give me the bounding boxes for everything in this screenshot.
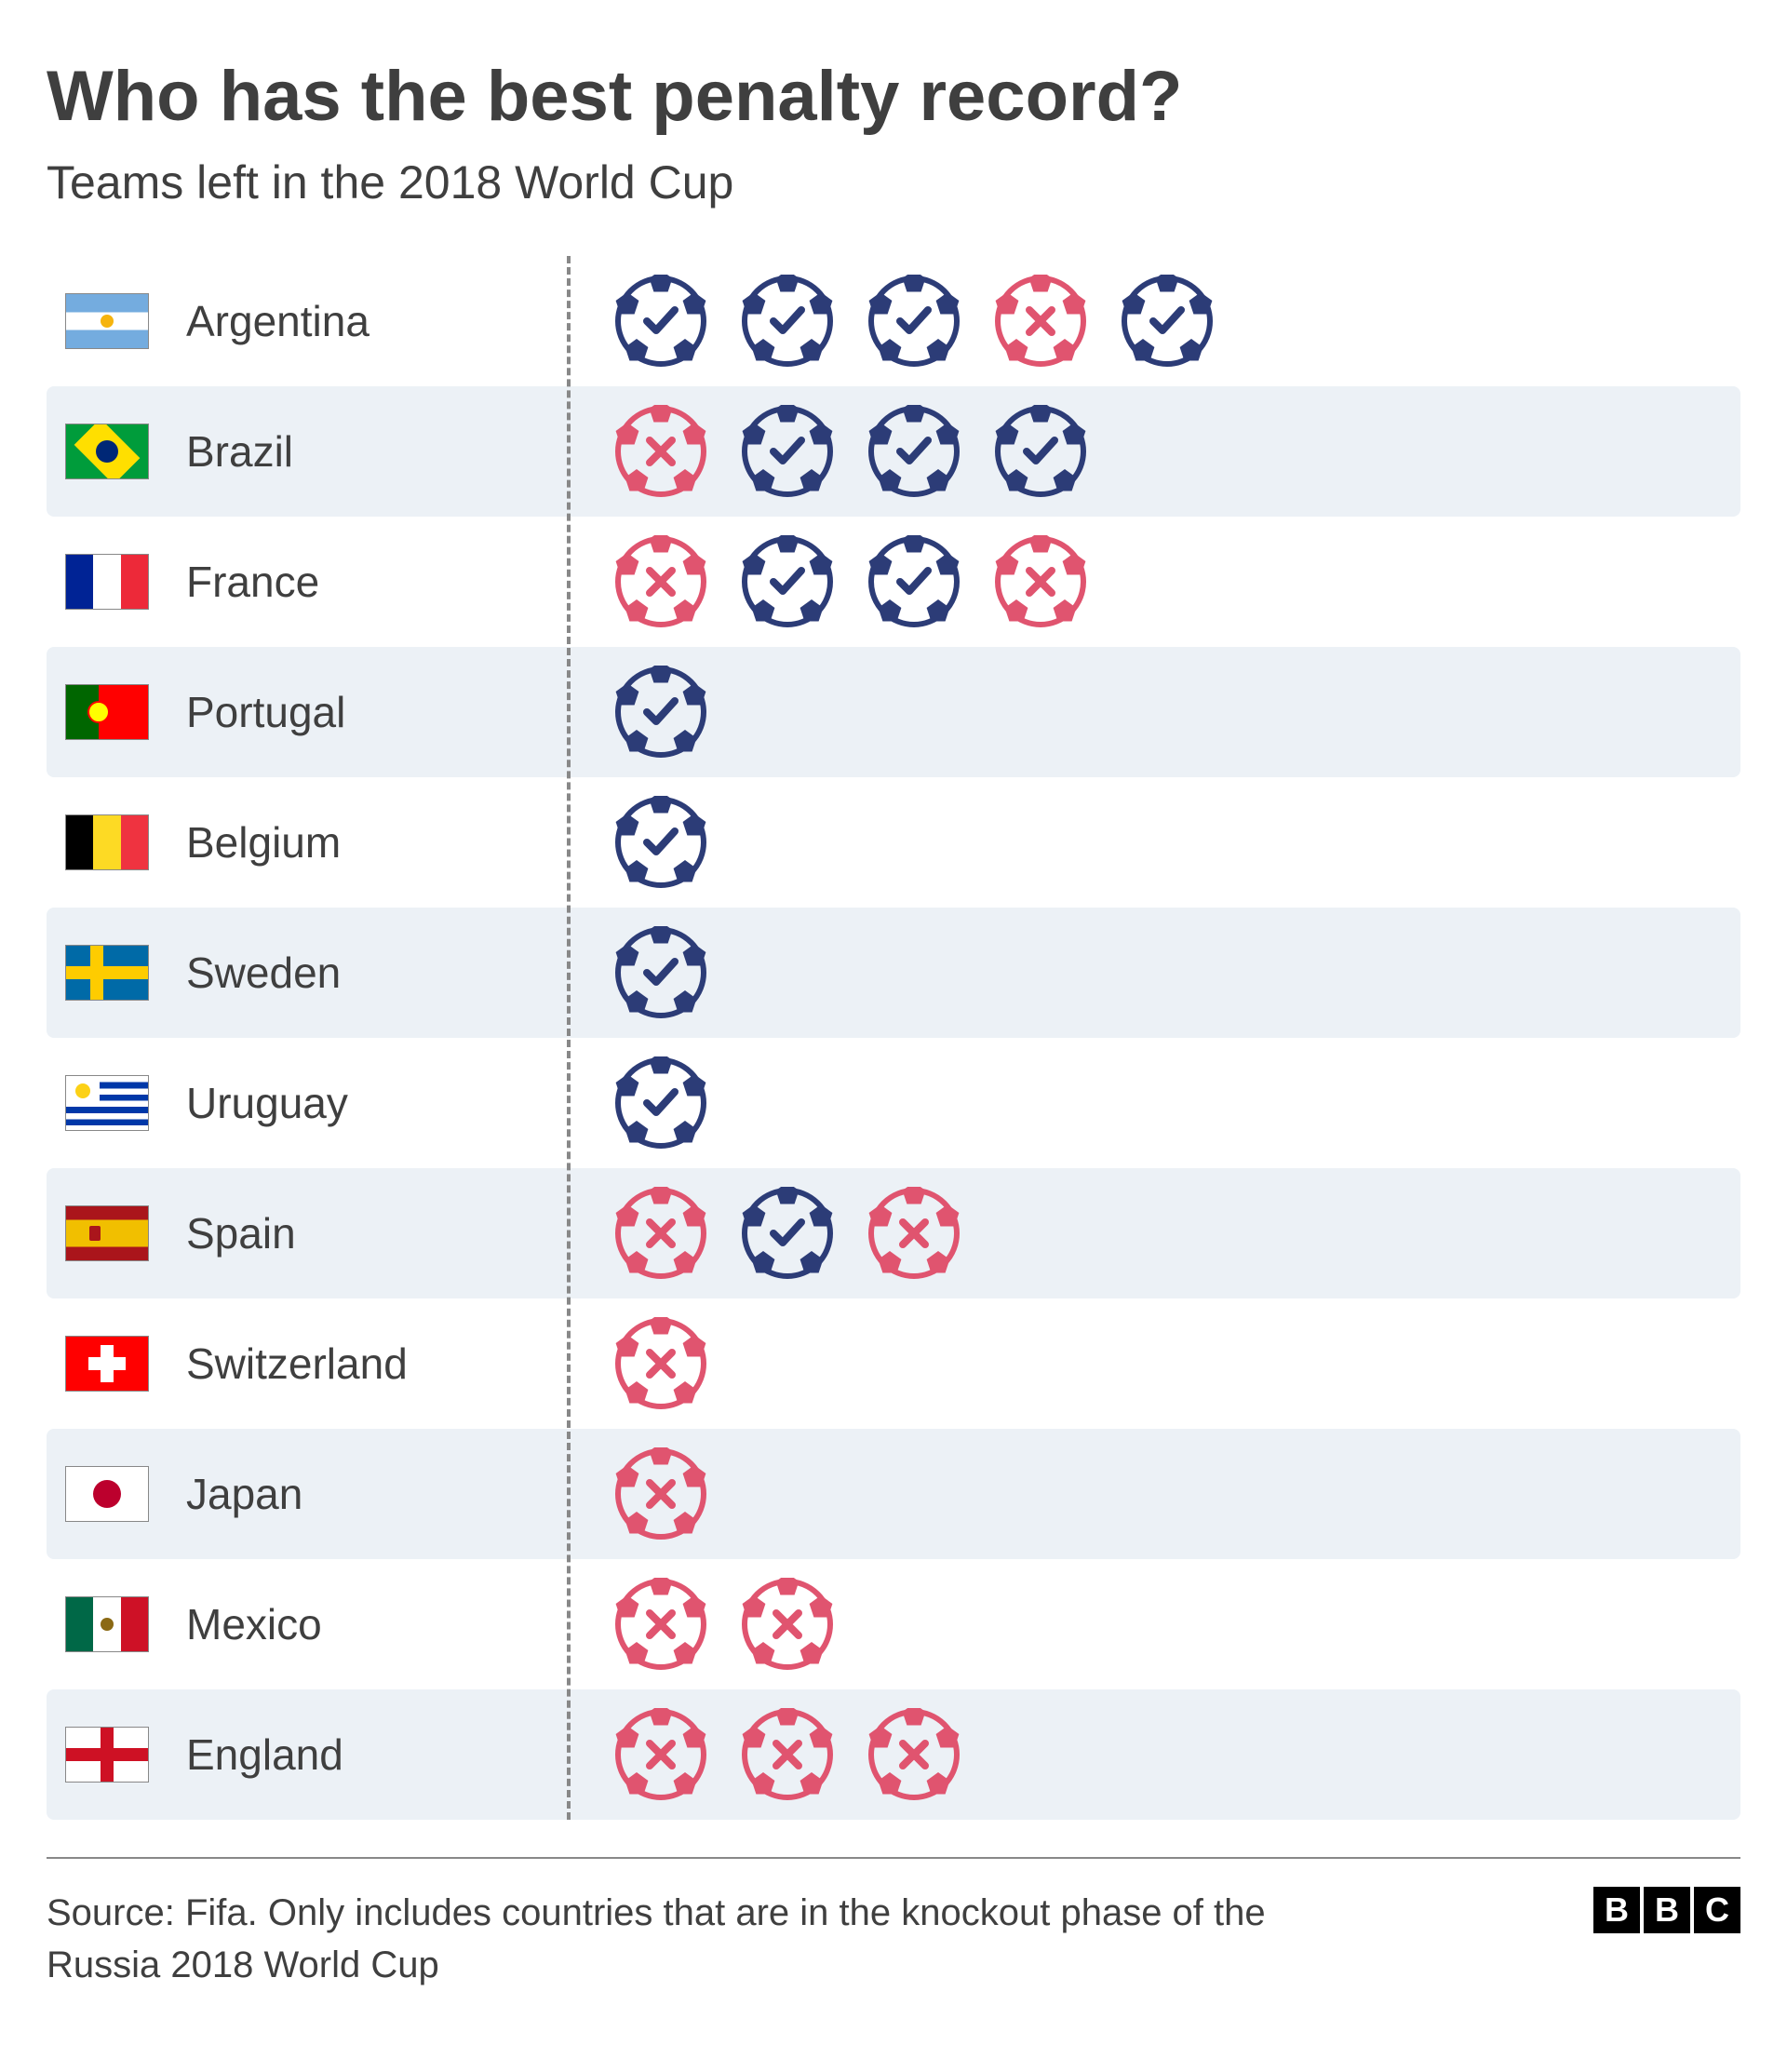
- flag-icon-sweden: [65, 945, 149, 1001]
- bbc-logo-letter: B: [1644, 1887, 1690, 1933]
- results-icons: [614, 796, 707, 889]
- chart-title: Who has the best penalty record?: [47, 56, 1740, 137]
- team-row: Spain: [47, 1168, 1740, 1298]
- results-icons: [614, 1317, 707, 1410]
- source-text: Source: Fifa. Only includes countries th…: [47, 1887, 1350, 1991]
- penalty-loss-icon: [614, 1708, 707, 1801]
- penalty-win-icon: [741, 535, 834, 628]
- team-name: Argentina: [186, 296, 558, 346]
- bbc-logo-letter: C: [1694, 1887, 1740, 1933]
- bbc-logo-letter: B: [1593, 1887, 1640, 1933]
- penalty-win-icon: [614, 1056, 707, 1150]
- penalty-win-icon: [867, 535, 961, 628]
- penalty-loss-icon: [614, 535, 707, 628]
- flag-icon-switzerland: [65, 1336, 149, 1392]
- flag-icon-uruguay: [65, 1075, 149, 1131]
- team-row: Uruguay: [47, 1038, 1740, 1168]
- penalty-loss-icon: [994, 275, 1087, 368]
- results-icons: [614, 1578, 834, 1671]
- team-row: France: [47, 517, 1740, 647]
- penalty-win-icon: [741, 275, 834, 368]
- flag-icon-portugal: [65, 684, 149, 740]
- results-icons: [614, 1056, 707, 1150]
- penalty-loss-icon: [741, 1578, 834, 1671]
- results-icons: [614, 1187, 961, 1280]
- penalty-win-icon: [994, 405, 1087, 498]
- team-row: Belgium: [47, 777, 1740, 908]
- penalty-loss-icon: [867, 1708, 961, 1801]
- penalty-win-icon: [1121, 275, 1214, 368]
- penalty-win-icon: [614, 796, 707, 889]
- team-name: Spain: [186, 1208, 558, 1258]
- results-icons: [614, 1447, 707, 1541]
- flag-icon-spain: [65, 1205, 149, 1261]
- chart-footer: Source: Fifa. Only includes countries th…: [47, 1857, 1740, 1991]
- penalty-win-icon: [614, 666, 707, 759]
- chart-subtitle: Teams left in the 2018 World Cup: [47, 155, 1740, 209]
- team-name: Brazil: [186, 426, 558, 477]
- flag-icon-argentina: [65, 293, 149, 349]
- team-name: England: [186, 1729, 558, 1780]
- team-name: Portugal: [186, 687, 558, 737]
- flag-icon-mexico: [65, 1596, 149, 1652]
- flag-icon-belgium: [65, 814, 149, 870]
- team-row: Argentina: [47, 256, 1740, 386]
- bbc-logo: B B C: [1593, 1887, 1740, 1933]
- team-name: Switzerland: [186, 1339, 558, 1389]
- team-name: Belgium: [186, 817, 558, 868]
- flag-icon-france: [65, 554, 149, 610]
- penalty-loss-icon: [614, 1447, 707, 1541]
- results-icons: [614, 405, 1087, 498]
- team-row: Mexico: [47, 1559, 1740, 1689]
- penalty-loss-icon: [614, 1578, 707, 1671]
- team-name: Japan: [186, 1469, 558, 1519]
- results-icons: [614, 926, 707, 1019]
- flag-icon-brazil: [65, 424, 149, 479]
- penalty-loss-icon: [994, 535, 1087, 628]
- team-row: Brazil: [47, 386, 1740, 517]
- penalty-win-icon: [614, 926, 707, 1019]
- team-row: England: [47, 1689, 1740, 1820]
- penalty-win-icon: [867, 275, 961, 368]
- chart-container: Who has the best penalty record? Teams l…: [0, 0, 1787, 2028]
- penalty-win-icon: [741, 1187, 834, 1280]
- team-row: Switzerland: [47, 1298, 1740, 1429]
- penalty-loss-icon: [614, 1187, 707, 1280]
- results-icons: [614, 275, 1214, 368]
- penalty-loss-icon: [867, 1187, 961, 1280]
- penalty-loss-icon: [614, 1317, 707, 1410]
- penalty-win-icon: [741, 405, 834, 498]
- team-row: Portugal: [47, 647, 1740, 777]
- vertical-divider: [567, 256, 571, 1820]
- team-row: Japan: [47, 1429, 1740, 1559]
- penalty-win-icon: [867, 405, 961, 498]
- chart-body: Argentina Brazil France Portugal Belgium Swed…: [47, 256, 1740, 1820]
- flag-icon-england: [65, 1727, 149, 1783]
- team-name: Sweden: [186, 948, 558, 998]
- team-name: France: [186, 557, 558, 607]
- results-icons: [614, 1708, 961, 1801]
- penalty-loss-icon: [614, 405, 707, 498]
- penalty-loss-icon: [741, 1708, 834, 1801]
- team-row: Sweden: [47, 908, 1740, 1038]
- team-name: Mexico: [186, 1599, 558, 1649]
- flag-icon-japan: [65, 1466, 149, 1522]
- team-name: Uruguay: [186, 1078, 558, 1128]
- results-icons: [614, 666, 707, 759]
- results-icons: [614, 535, 1087, 628]
- penalty-win-icon: [614, 275, 707, 368]
